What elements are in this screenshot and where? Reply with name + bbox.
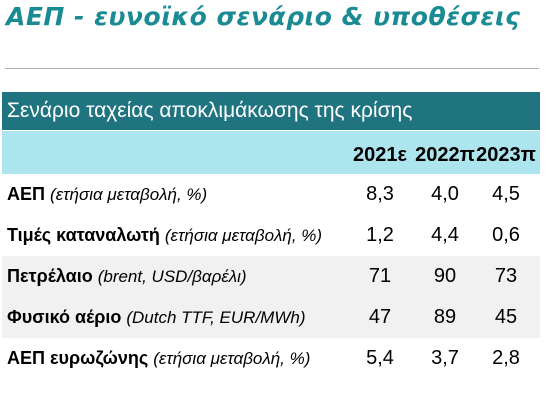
row-label-main: ΑΕΠ (7, 184, 46, 204)
table-cell: 90 (433, 265, 457, 287)
row-label-note: (ετήσια μεταβολή, %) (153, 349, 311, 368)
scenario-table: Σενάριο ταχείας αποκλιμάκωσης της κρίσης… (2, 92, 540, 379)
row-label: Τιμές καταναλωτή (ετήσια μεταβολή, %) (7, 215, 322, 256)
title-divider (5, 68, 539, 69)
row-label: ΑΕΠ ευρωζώνης (ετήσια μεταβολή, %) (7, 338, 310, 379)
row-label-main: Φυσικό αέριο (7, 307, 122, 327)
year-header: 2022π (415, 144, 475, 166)
table-cell: 4,4 (431, 224, 459, 246)
table-row: ΑΕΠ ευρωζώνης (ετήσια μεταβολή, %) 5,4 3… (2, 338, 540, 379)
table-cell: 47 (368, 306, 392, 328)
year-header-row: 2021ε 2022π 2023π (2, 131, 540, 174)
row-label: Φυσικό αέριο (Dutch TTF, EUR/MWh) (7, 297, 305, 338)
table-row: Πετρέλαιο (brent, USD/βαρέλι) 71 90 73 (2, 256, 540, 297)
table-cell: 5,4 (366, 347, 394, 369)
year-header: 2021ε (353, 144, 407, 166)
table-cell: 2,8 (492, 347, 520, 369)
table-header: Σενάριο ταχείας αποκλιμάκωσης της κρίσης (2, 92, 540, 131)
row-label-main: Πετρέλαιο (7, 266, 93, 286)
table-cell: 73 (494, 265, 518, 287)
row-label: Πετρέλαιο (brent, USD/βαρέλι) (7, 256, 247, 297)
table-cell: 4,5 (492, 183, 520, 205)
table-cell: 8,3 (366, 183, 394, 205)
row-label-main: Τιμές καταναλωτή (7, 225, 160, 245)
row-label-note: (Dutch TTF, EUR/MWh) (126, 308, 306, 327)
table-row: ΑΕΠ (ετήσια μεταβολή, %) 8,3 4,0 4,5 (2, 174, 540, 215)
table-cell: 45 (494, 306, 518, 328)
table-cell: 4,0 (431, 183, 459, 205)
table-cell: 3,7 (431, 347, 459, 369)
table-row: Φυσικό αέριο (Dutch TTF, EUR/MWh) 47 89 … (2, 297, 540, 338)
row-label-note: (ετήσια μεταβολή, %) (50, 185, 208, 204)
row-label-note: (brent, USD/βαρέλι) (97, 267, 247, 286)
table-cell: 89 (433, 306, 457, 328)
row-label: ΑΕΠ (ετήσια μεταβολή, %) (7, 174, 207, 215)
row-label-note: (ετήσια μεταβολή, %) (164, 226, 323, 245)
table-cell: 1,2 (366, 224, 394, 246)
table-row: Τιμές καταναλωτή (ετήσια μεταβολή, %) 1,… (2, 215, 540, 256)
table-cell: 71 (368, 265, 392, 287)
page-title: ΑΕΠ - ευνοϊκό σενάριο & υποθέσεις (6, 2, 521, 31)
row-label-main: ΑΕΠ ευρωζώνης (7, 348, 149, 368)
year-header: 2023π (476, 144, 536, 166)
table-cell: 0,6 (492, 224, 520, 246)
